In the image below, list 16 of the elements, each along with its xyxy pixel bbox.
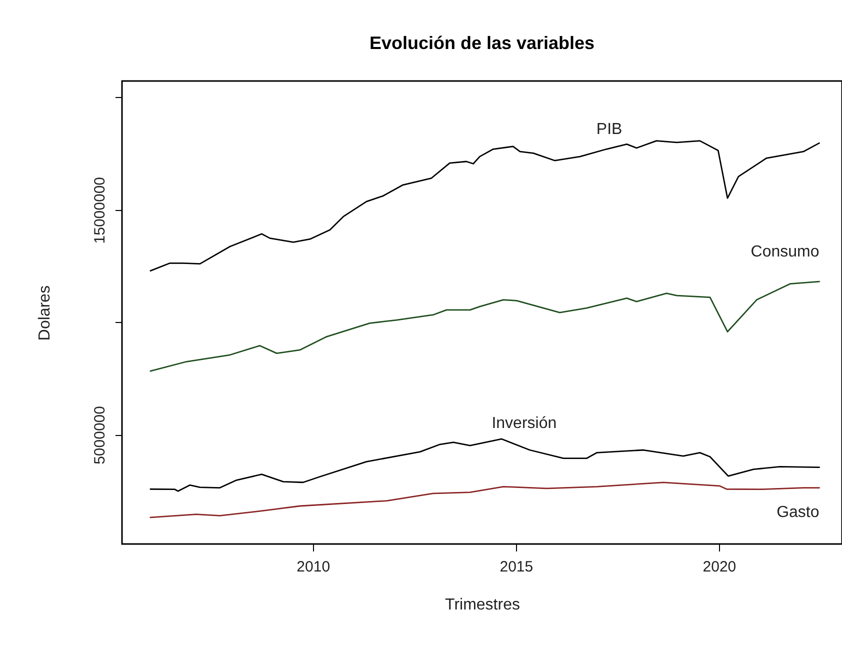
line-series bbox=[150, 482, 820, 518]
series-label: PIB bbox=[596, 120, 622, 138]
y-tick-label: 15000000 bbox=[92, 176, 108, 244]
x-axis-title: Trimestres bbox=[445, 596, 520, 614]
line-series bbox=[150, 438, 820, 492]
x-tick-label: 2010 bbox=[296, 558, 330, 576]
series-label: Consumo bbox=[750, 244, 820, 261]
line-series bbox=[150, 140, 820, 272]
x-tick-label: 2015 bbox=[500, 558, 534, 576]
chart-title: Evolución de las variables bbox=[369, 33, 595, 53]
series-label: Inversión bbox=[492, 414, 557, 432]
line-series bbox=[150, 280, 820, 372]
x-tick-label: 2020 bbox=[702, 558, 736, 576]
y-tick-label: 5000000 bbox=[92, 406, 108, 464]
y-axis-title: Dolares bbox=[36, 285, 54, 341]
series-label: Gasto bbox=[776, 504, 820, 521]
